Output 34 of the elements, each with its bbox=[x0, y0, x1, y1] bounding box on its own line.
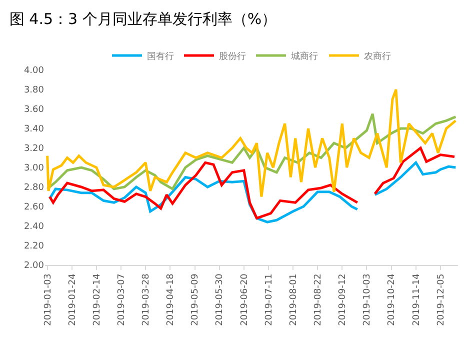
x-tick-label: 2019-01-24 bbox=[68, 273, 78, 326]
legend-label: 农商行 bbox=[364, 51, 391, 62]
x-tick-label: 2019-10-24 bbox=[387, 273, 398, 326]
x-tick-label: 2019-08-01 bbox=[288, 274, 299, 326]
y-tick-label: 2.80 bbox=[24, 183, 44, 194]
x-tick-label: 2019-11-14 bbox=[412, 273, 422, 326]
x-tick-label: 2019-05-30 bbox=[215, 273, 226, 326]
x-tick-label: 2019-09-12 bbox=[338, 274, 348, 326]
x-tick-label: 2019-12-05 bbox=[436, 274, 446, 326]
x-tick-label: 2019-04-18 bbox=[166, 273, 176, 326]
y-tick-label: 4.00 bbox=[24, 66, 44, 76]
line-series bbox=[46, 88, 457, 198]
y-tick-label: 3.40 bbox=[24, 124, 44, 135]
x-tick-label: 2019-01-03 bbox=[43, 274, 54, 326]
x-tick-label: 2019-03-07 bbox=[116, 274, 127, 326]
legend-label: 城商行 bbox=[290, 51, 318, 62]
x-tick-label: 2019-03-28 bbox=[142, 273, 152, 326]
y-tick-label: 2.20 bbox=[24, 242, 44, 252]
x-tick-label: 2019-10-03 bbox=[362, 274, 373, 326]
y-tick-label: 2.40 bbox=[24, 222, 44, 232]
y-tick-label: 3.20 bbox=[24, 144, 44, 154]
y-tick-label: 2.60 bbox=[24, 202, 44, 213]
legend-label: 国有行 bbox=[147, 51, 174, 62]
y-tick-label: 3.00 bbox=[24, 164, 44, 174]
chart-title: 图 4.5：3 个月同业存单发行利率（%） bbox=[9, 10, 277, 28]
y-tick-label: 2.00 bbox=[24, 261, 44, 272]
x-tick-label: 2019-05-09 bbox=[190, 273, 201, 326]
x-tick-label: 2019-07-11 bbox=[264, 274, 274, 326]
x-tick-label: 2019-02-14 bbox=[92, 273, 102, 326]
legend-label: 股份行 bbox=[219, 51, 246, 62]
y-tick-label: 3.60 bbox=[24, 105, 44, 116]
x-tick-label: 2019-08-22 bbox=[314, 274, 324, 326]
y-tick-label: 3.80 bbox=[24, 86, 44, 96]
x-tick-label: 2019-06-20 bbox=[240, 273, 250, 326]
